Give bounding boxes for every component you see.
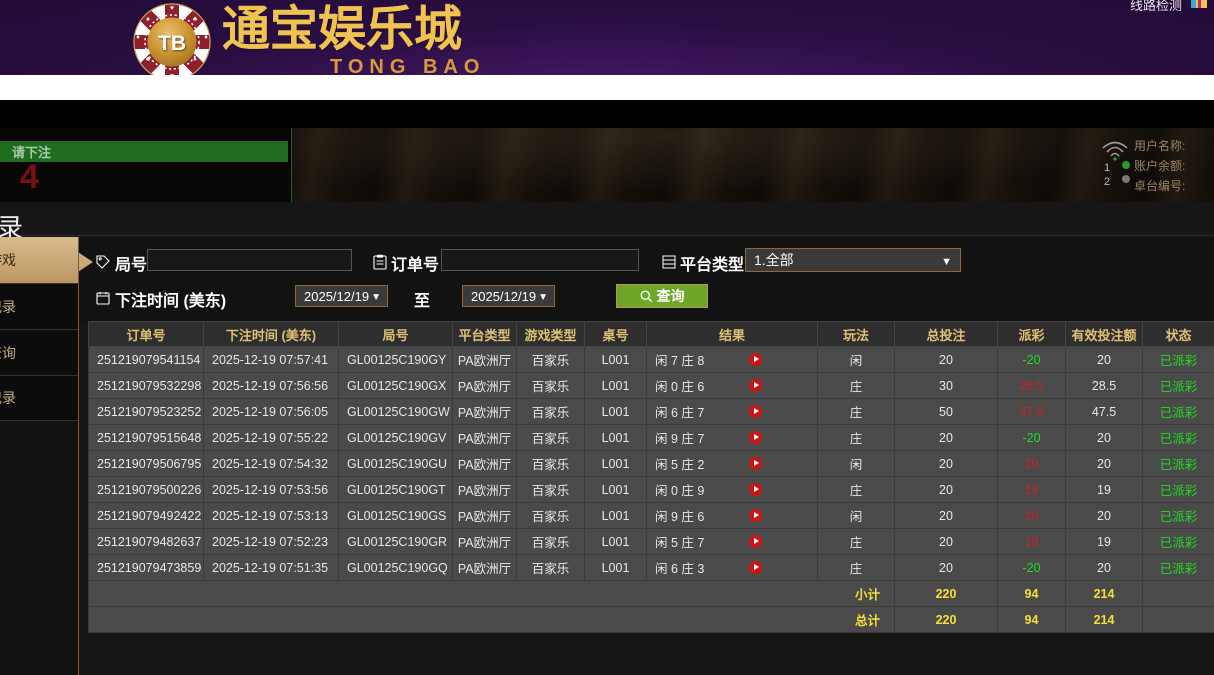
svg-text:♦: ♦ [204, 33, 208, 41]
svg-text:♥: ♥ [170, 4, 174, 12]
svg-text:♠: ♠ [146, 15, 150, 23]
svg-text:TB: TB [158, 32, 186, 55]
svg-text:♦: ♦ [136, 33, 140, 41]
svg-text:♣: ♣ [193, 15, 198, 23]
